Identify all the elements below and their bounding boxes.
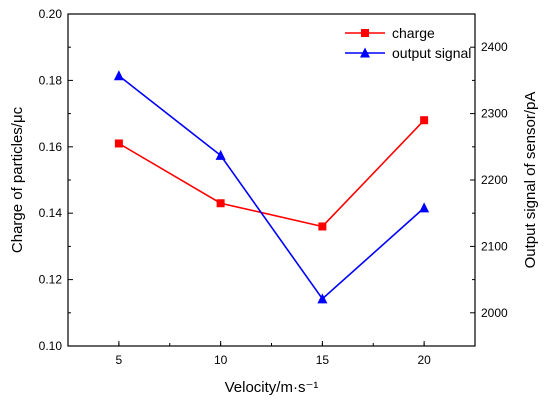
y-axis-left-title: Charge of particles/μc [9, 106, 26, 253]
output-signal-point [113, 70, 124, 81]
x-tick-label: 20 [417, 353, 431, 367]
y-left-tick-label: 0.10 [39, 339, 63, 353]
output-signal-line [118, 75, 425, 301]
y-left-tick-label: 0.16 [39, 140, 63, 154]
y-left-tick-label: 0.18 [39, 73, 63, 87]
legend-label-charge: charge [392, 25, 435, 41]
charge-point [114, 139, 123, 148]
y-right-tick-label: 2400 [481, 40, 508, 54]
y-right-tick-label: 2100 [481, 239, 508, 253]
y-right-tick-label: 2000 [481, 306, 508, 320]
x-tick-label: 5 [116, 353, 123, 367]
plot-frame [67, 13, 476, 347]
charge-line [118, 119, 425, 228]
x-tick-label: 15 [316, 353, 330, 367]
x-axis-title: Velocity/m·s⁻¹ [225, 379, 319, 396]
legend-marker-output-signal [360, 47, 370, 58]
y-left-tick-label: 0.20 [39, 7, 63, 21]
output-signal-point [419, 202, 430, 213]
charge-point [318, 222, 327, 231]
output-signal-point [317, 293, 328, 304]
y-axis-right-title: Output signal of sensor/pA [522, 92, 539, 269]
y-right-tick-label: 2300 [481, 107, 508, 121]
y-left-tick-label: 0.14 [39, 206, 63, 220]
y-left-tick-label: 0.12 [39, 273, 63, 287]
output-signal-point [215, 149, 226, 160]
y-right-tick-label: 2200 [481, 173, 508, 187]
legend-label-output-signal: output signal [392, 45, 471, 61]
charge-point [216, 199, 225, 208]
legend-marker-charge [361, 29, 369, 37]
charge-point [420, 116, 429, 125]
x-tick-label: 10 [214, 353, 228, 367]
